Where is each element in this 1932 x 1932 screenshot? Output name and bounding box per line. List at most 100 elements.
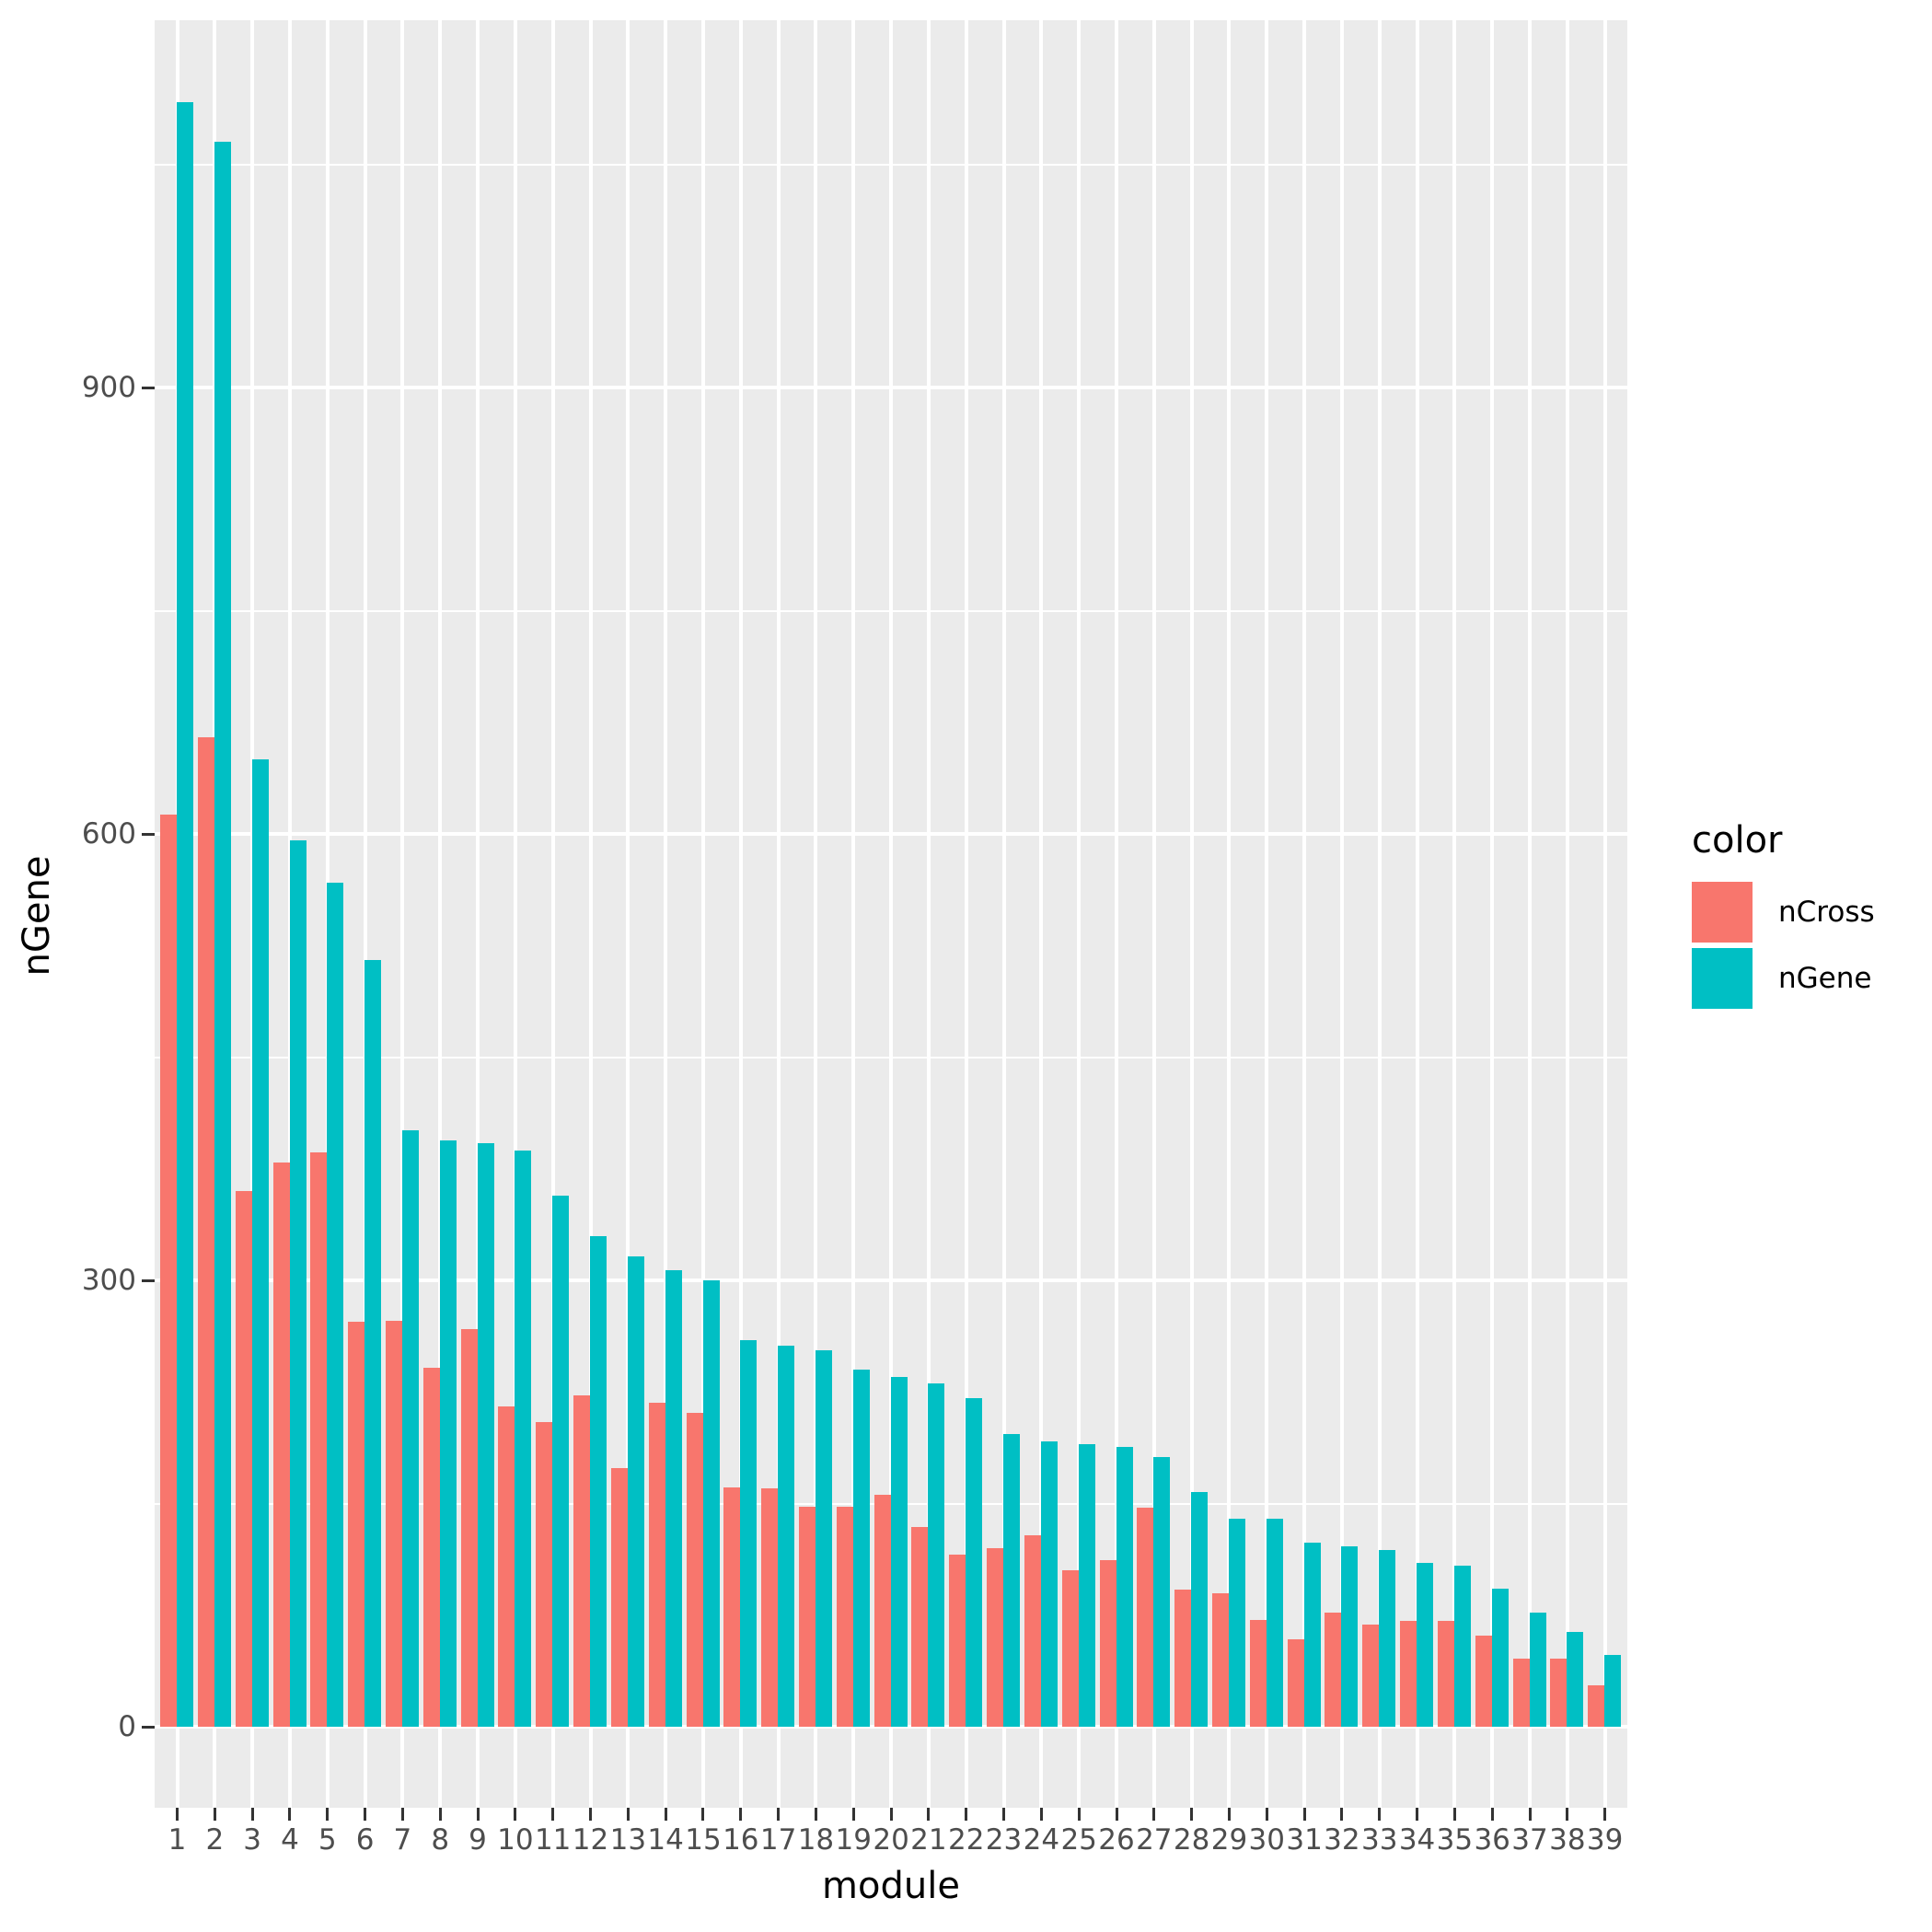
x-tick-mark — [400, 1808, 404, 1821]
y-tick-mark — [142, 1725, 155, 1729]
x-tick-mark — [1378, 1808, 1382, 1821]
x-tick-mark — [551, 1808, 555, 1821]
vertical-gridline — [588, 20, 593, 1808]
vertical-gridline — [1602, 20, 1607, 1808]
x-tick-mark — [889, 1808, 893, 1821]
bar-nCross-module-38 — [1550, 1658, 1568, 1727]
x-tick-label: 12 — [572, 1823, 609, 1857]
x-tick-mark — [213, 1808, 216, 1821]
vertical-gridline — [1415, 20, 1419, 1808]
bar-nCross-module-20 — [873, 1494, 891, 1727]
x-tick-label: 20 — [873, 1823, 909, 1857]
bar-nCross-module-22 — [949, 1554, 966, 1727]
bar-nCross-module-21 — [911, 1527, 929, 1727]
horizontal-major-gridline — [155, 1725, 1627, 1729]
x-tick-label: 10 — [497, 1823, 534, 1857]
vertical-gridline — [1528, 20, 1533, 1808]
legend-key-nGene — [1692, 948, 1753, 1009]
bar-nCross-module-7 — [385, 1320, 402, 1728]
bar-nGene-module-22 — [966, 1397, 983, 1727]
bar-nGene-module-16 — [740, 1339, 758, 1727]
bar-nCross-module-27 — [1137, 1508, 1154, 1727]
x-tick-label: 9 — [469, 1823, 487, 1857]
x-tick-mark — [814, 1808, 817, 1821]
bar-nCross-module-39 — [1588, 1684, 1605, 1727]
x-tick-mark — [1077, 1808, 1081, 1821]
bar-nGene-module-11 — [552, 1195, 570, 1727]
bar-nGene-module-24 — [1040, 1440, 1058, 1727]
x-tick-mark — [364, 1808, 367, 1821]
x-tick-label: 21 — [910, 1823, 947, 1857]
x-tick-mark — [1039, 1808, 1043, 1821]
x-tick-mark — [701, 1808, 705, 1821]
x-tick-mark — [626, 1808, 630, 1821]
bar-nGene-module-27 — [1153, 1457, 1171, 1727]
bar-nGene-module-28 — [1191, 1491, 1209, 1727]
bar-nCross-module-9 — [460, 1329, 478, 1727]
bar-nGene-module-13 — [627, 1256, 644, 1727]
x-tick-label: 33 — [1361, 1823, 1398, 1857]
bar-nGene-module-1 — [177, 101, 193, 1727]
bar-nCross-module-33 — [1362, 1624, 1380, 1727]
bar-nGene-module-14 — [665, 1269, 682, 1727]
x-tick-mark — [1115, 1808, 1118, 1821]
vertical-gridline — [851, 20, 856, 1808]
bar-nCross-module-13 — [610, 1467, 628, 1727]
bar-nGene-module-15 — [702, 1280, 720, 1727]
vertical-gridline — [1151, 20, 1156, 1808]
bar-nGene-module-25 — [1078, 1443, 1095, 1727]
x-tick-label: 5 — [318, 1823, 337, 1857]
x-tick-label: 13 — [609, 1823, 647, 1857]
bar-nGene-module-9 — [477, 1143, 494, 1727]
x-tick-mark — [438, 1808, 442, 1821]
x-tick-label: 32 — [1324, 1823, 1360, 1857]
y-tick-mark — [142, 1278, 155, 1282]
x-tick-mark — [1340, 1808, 1344, 1821]
x-tick-mark — [250, 1808, 254, 1821]
bar-nGene-module-8 — [439, 1140, 457, 1727]
bar-nCross-module-23 — [987, 1548, 1003, 1727]
x-tick-label: 2 — [205, 1823, 225, 1857]
bar-nGene-module-7 — [401, 1129, 419, 1727]
x-tick-label: 4 — [281, 1823, 299, 1857]
horizontal-minor-gridline — [155, 163, 1627, 166]
bar-nGene-module-39 — [1604, 1655, 1622, 1727]
horizontal-minor-gridline — [155, 609, 1627, 612]
bar-nCross-module-36 — [1475, 1636, 1492, 1727]
bar-nCross-module-12 — [573, 1394, 590, 1727]
x-tick-label: 24 — [1023, 1823, 1060, 1857]
legend-label-nCross: nCross — [1778, 896, 1875, 929]
y-tick-mark — [142, 832, 155, 836]
x-tick-label: 15 — [685, 1823, 722, 1857]
horizontal-major-gridline — [155, 386, 1627, 389]
bar-nGene-module-12 — [590, 1235, 607, 1727]
vertical-gridline — [1339, 20, 1344, 1808]
bar-nCross-module-28 — [1174, 1590, 1192, 1727]
x-tick-label: 28 — [1173, 1823, 1210, 1857]
bar-nCross-module-30 — [1249, 1619, 1267, 1727]
bar-nCross-module-10 — [498, 1406, 515, 1727]
bar-nGene-module-36 — [1491, 1588, 1509, 1727]
bar-nCross-module-5 — [310, 1152, 328, 1727]
vertical-gridline — [513, 20, 517, 1808]
x-tick-mark — [664, 1808, 667, 1821]
bar-nGene-module-3 — [251, 759, 269, 1727]
x-tick-label: 19 — [835, 1823, 872, 1857]
x-tick-label: 30 — [1248, 1823, 1285, 1857]
bar-nGene-module-18 — [815, 1350, 832, 1727]
vertical-gridline — [1039, 20, 1044, 1808]
bar-nCross-module-32 — [1325, 1612, 1342, 1727]
x-tick-mark — [589, 1808, 593, 1821]
x-tick-mark — [1227, 1808, 1231, 1821]
bar-nCross-module-24 — [1024, 1534, 1041, 1728]
vertical-gridline — [1452, 20, 1457, 1808]
bar-nGene-module-6 — [364, 960, 382, 1727]
vertical-gridline — [1265, 20, 1269, 1808]
horizontal-minor-gridline — [155, 1056, 1627, 1059]
bar-nCross-module-14 — [648, 1402, 665, 1727]
x-tick-label: 37 — [1511, 1823, 1548, 1857]
bar-nCross-module-19 — [836, 1506, 853, 1727]
vertical-gridline — [700, 20, 705, 1808]
x-tick-mark — [514, 1808, 517, 1821]
bar-nCross-module-29 — [1212, 1592, 1229, 1727]
